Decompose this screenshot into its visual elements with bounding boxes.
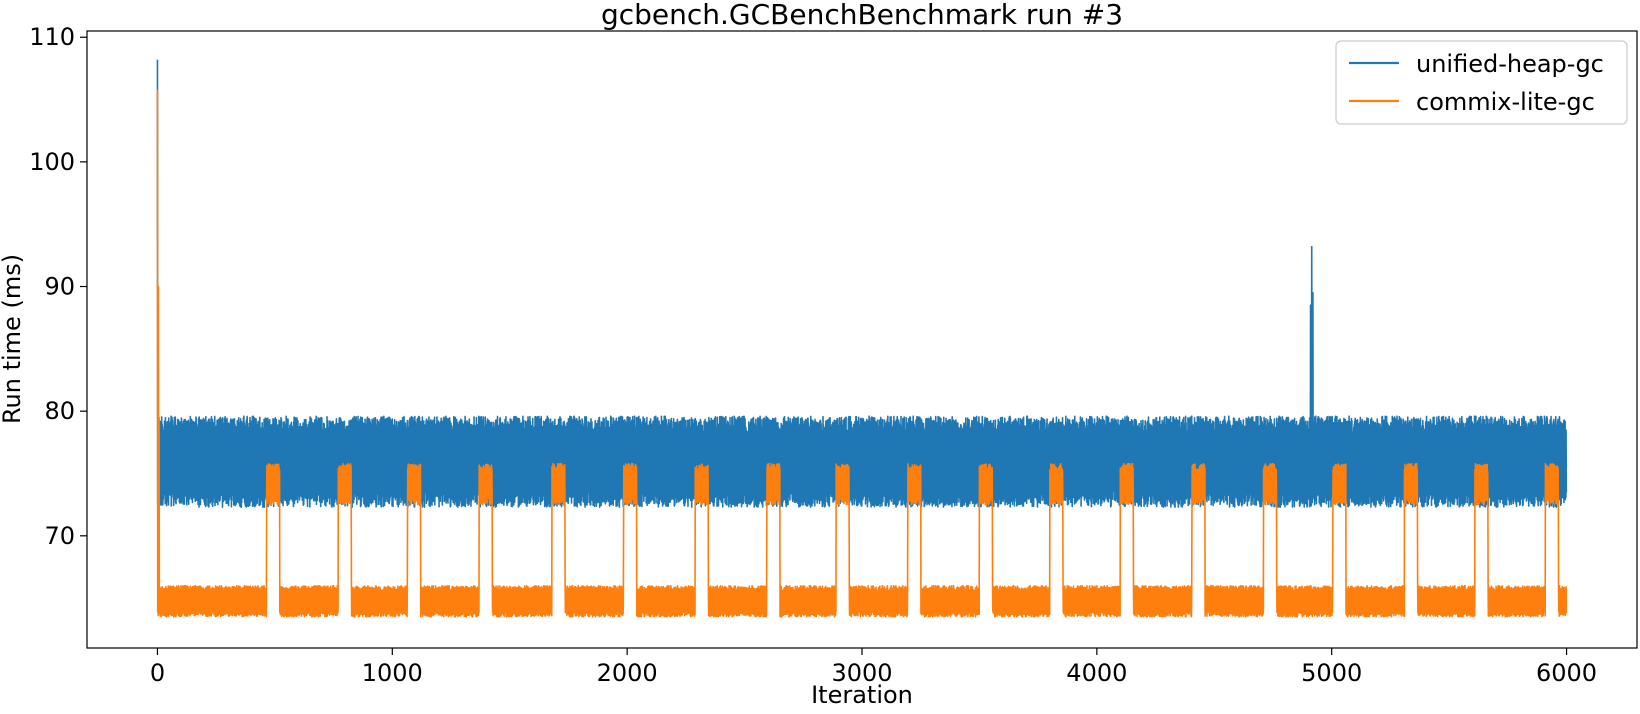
x-tick-label: 2000 [597, 659, 658, 687]
plot-area [156, 59, 1568, 618]
legend-label-commix-lite-gc: commix-lite-gc [1416, 88, 1595, 116]
y-tick-label: 70 [44, 522, 75, 550]
y-tick-label: 90 [44, 273, 75, 301]
y-tick-label: 110 [29, 23, 75, 51]
x-tick-label: 5000 [1301, 659, 1362, 687]
legend-box [1335, 40, 1628, 125]
chart-title: gcbench.GCBenchBenchmark run #3 [601, 0, 1123, 31]
x-axis-label: Iteration [811, 681, 913, 709]
plot-frame [86, 30, 1638, 649]
y-axis: 70 80 90 100 110 [29, 23, 87, 550]
y-tick-label: 80 [44, 397, 75, 425]
x-tick-label: 3000 [831, 659, 892, 687]
legend: unified-heap-gc commix-lite-gc [1335, 40, 1628, 125]
legend-label-unified-heap-gc: unified-heap-gc [1416, 50, 1604, 78]
x-tick-label: 0 [150, 659, 165, 687]
series-line-unified-heap-gc [156, 59, 1568, 518]
x-tick-label: 6000 [1536, 659, 1597, 687]
x-tick-label: 1000 [362, 659, 423, 687]
x-tick-label: 4000 [1066, 659, 1127, 687]
x-axis: 0 1000 2000 3000 4000 5000 6000 [150, 648, 1597, 687]
y-axis-label: Run time (ms) [0, 254, 26, 424]
y-tick-label: 100 [29, 148, 75, 176]
series-line-commix-lite-gc [156, 89, 1568, 618]
